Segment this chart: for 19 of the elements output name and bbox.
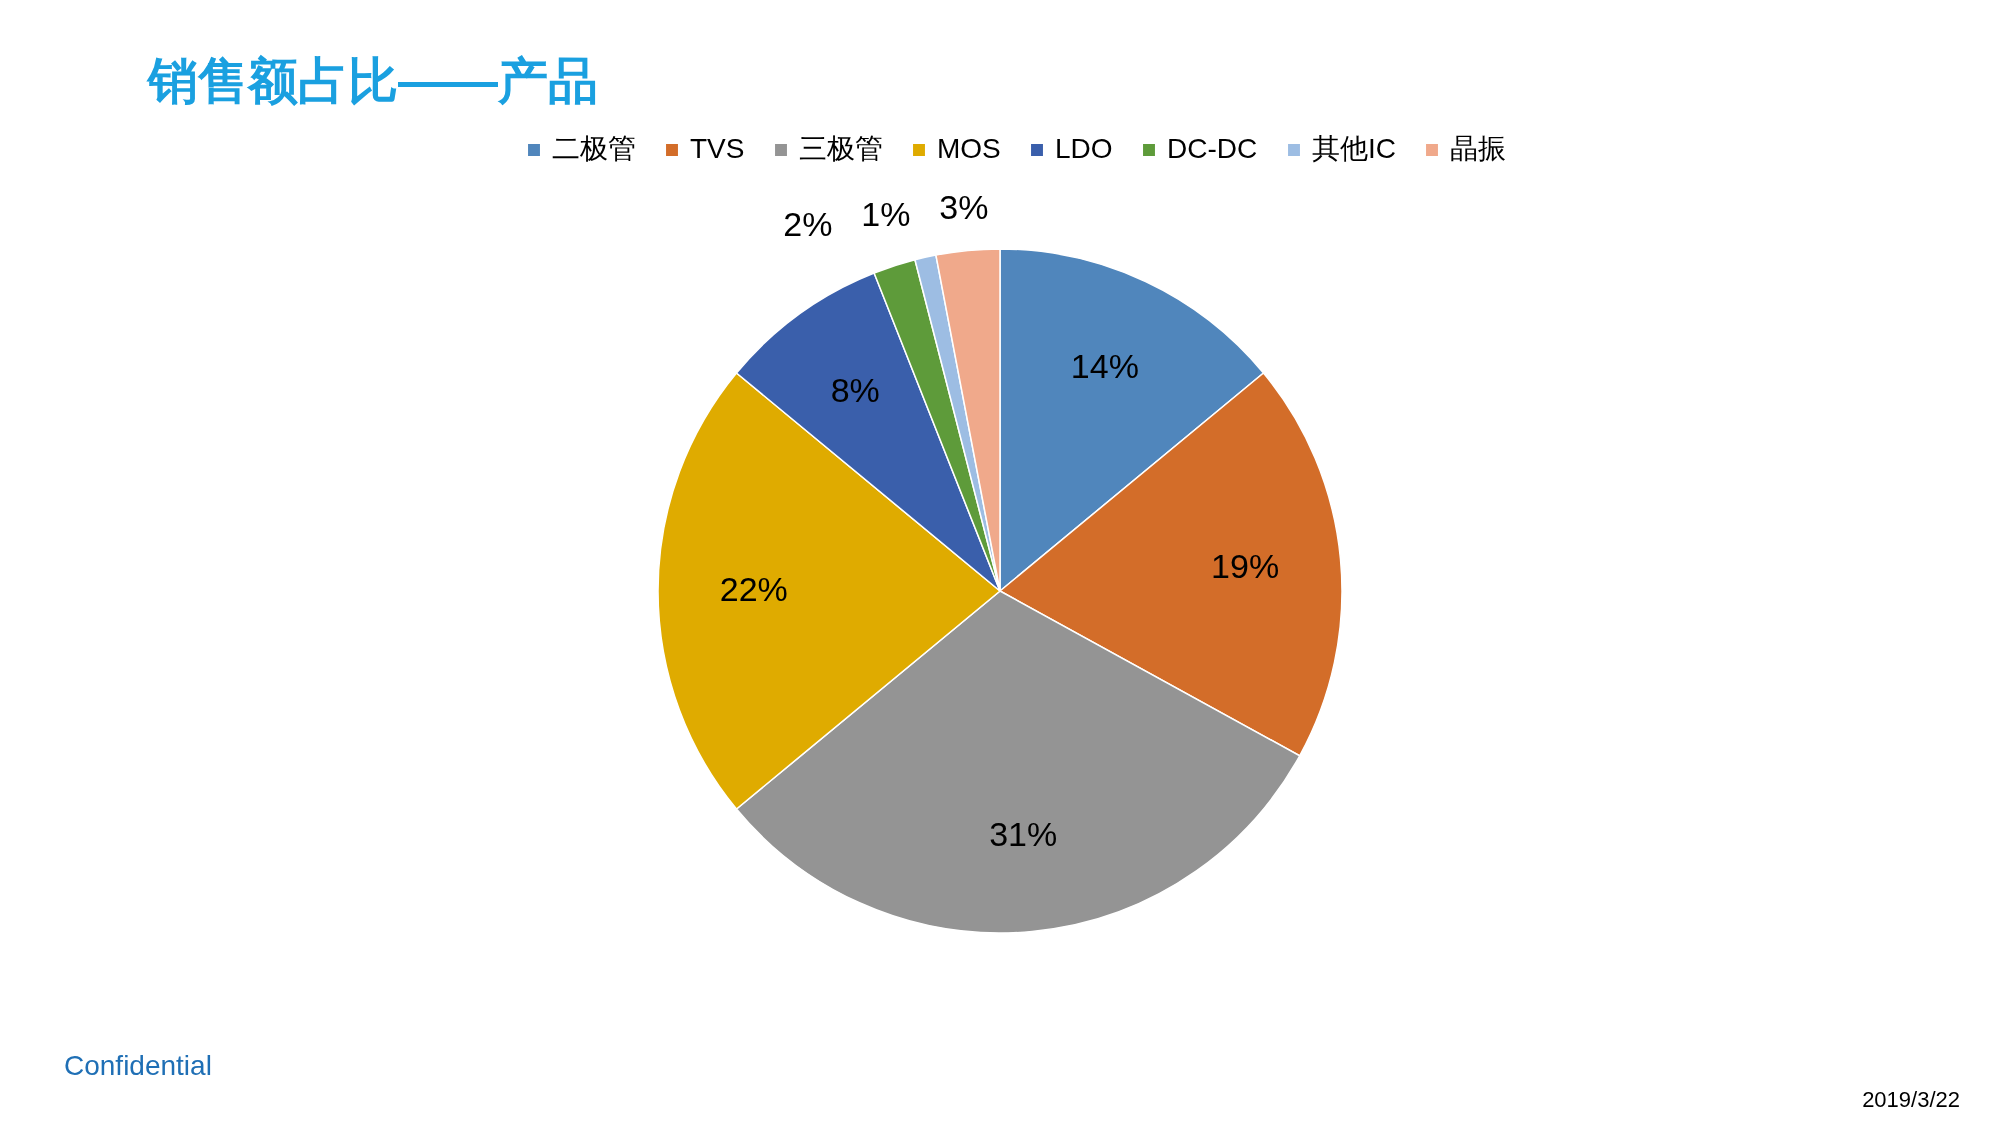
data-label: 22% [719,570,788,608]
legend-label: 晶振 [1450,133,1506,164]
data-label: 14% [1070,347,1139,386]
text: Confidential [64,1050,212,1082]
data-label: 1% [861,195,911,234]
legend-label: 其他IC [1312,133,1396,164]
text: 2019/3/22 [1862,1087,1960,1113]
data-label: 2% [783,204,833,243]
legend-label: MOS [937,133,1001,164]
data-label: 19% [1211,546,1280,585]
legend-label: 三极管 [799,133,883,164]
legend-label: TVS [690,133,745,164]
chart-title: 销售额占比——产品 [148,52,598,111]
legend-label: LDO [1055,133,1113,164]
data-label: 31% [989,815,1058,854]
data-label: 3% [939,187,989,226]
legend-label: 二极管 [552,133,636,164]
data-label: 8% [830,370,880,409]
legend-label: DC-DC [1167,133,1258,164]
